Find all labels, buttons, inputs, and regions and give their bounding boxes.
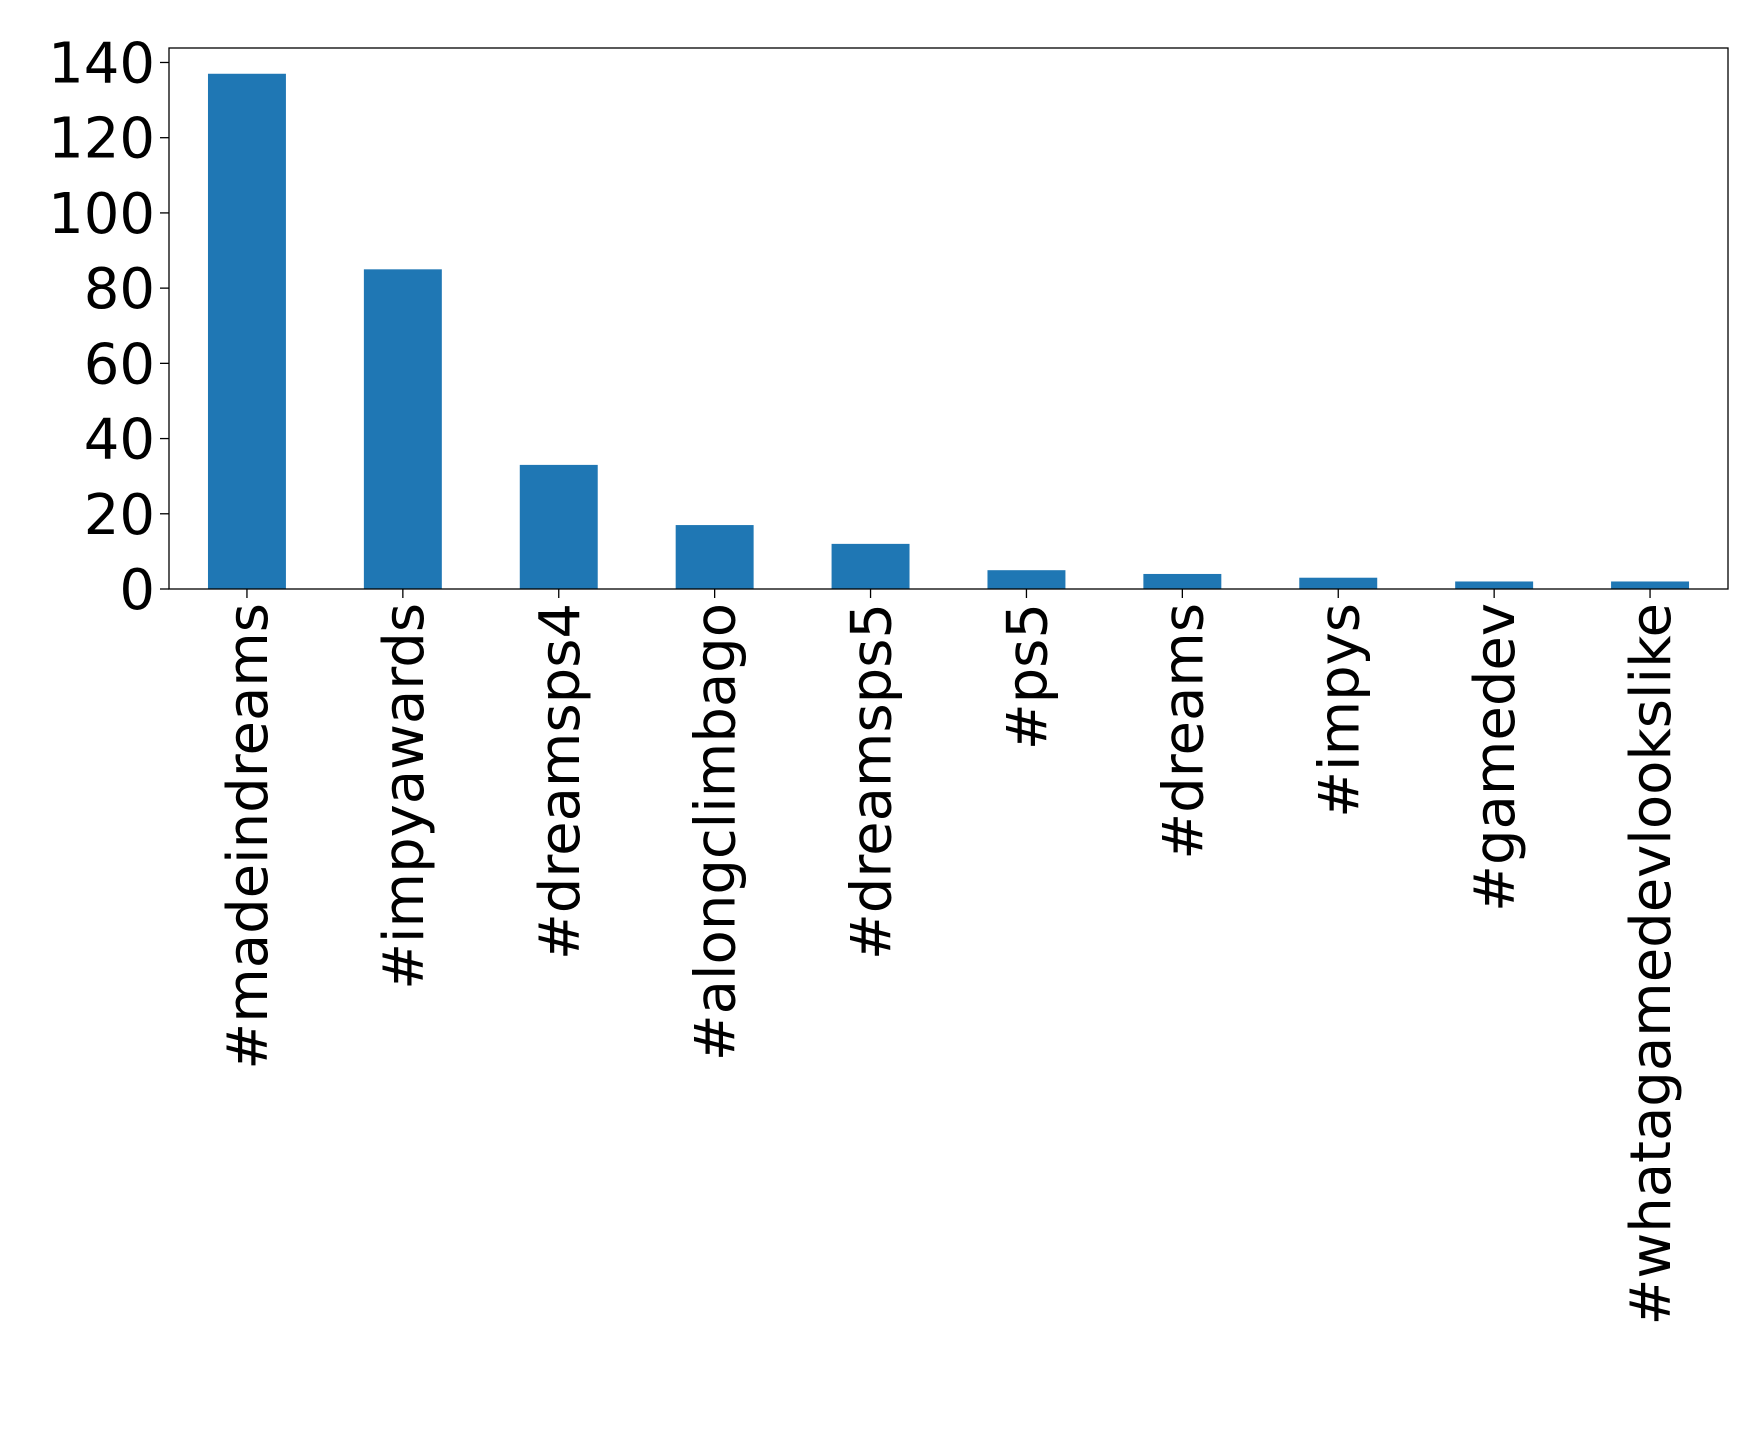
- bar: [831, 543, 910, 589]
- bar: [1143, 573, 1222, 589]
- bar: [1611, 581, 1690, 589]
- bar: [519, 464, 598, 589]
- bar: [675, 525, 754, 589]
- y-tick-label: 40: [84, 408, 155, 473]
- plot-frame: [168, 47, 1729, 590]
- y-tick-label: 80: [84, 257, 155, 322]
- x-tick-label: #gamedev: [1463, 603, 1528, 912]
- bar: [363, 269, 442, 589]
- x-tick-label: #dreamsps5: [840, 603, 905, 960]
- bar: [987, 570, 1066, 589]
- bar: [1455, 581, 1534, 589]
- y-tick-label: 20: [84, 483, 155, 548]
- x-tick-label: #dreams: [1151, 603, 1216, 860]
- bar: [1299, 577, 1378, 589]
- x-tick-label: #ps5: [995, 603, 1060, 750]
- y-tick-label: 0: [119, 558, 155, 623]
- x-tick-label: #whatagamedevlookslike: [1619, 603, 1684, 1326]
- bar: [207, 73, 286, 589]
- y-tick-label: 140: [48, 31, 155, 96]
- x-tick-label: #impyawards: [372, 603, 437, 990]
- y-tick-label: 120: [48, 107, 155, 172]
- x-tick-label: #dreamsps4: [528, 603, 593, 960]
- y-tick-label: 100: [48, 182, 155, 247]
- y-tick-label: 60: [84, 332, 155, 397]
- x-tick-label: #madeindreams: [216, 603, 281, 1070]
- x-tick-label: #impys: [1307, 603, 1372, 818]
- x-tick-label: #alongclimbago: [684, 603, 749, 1061]
